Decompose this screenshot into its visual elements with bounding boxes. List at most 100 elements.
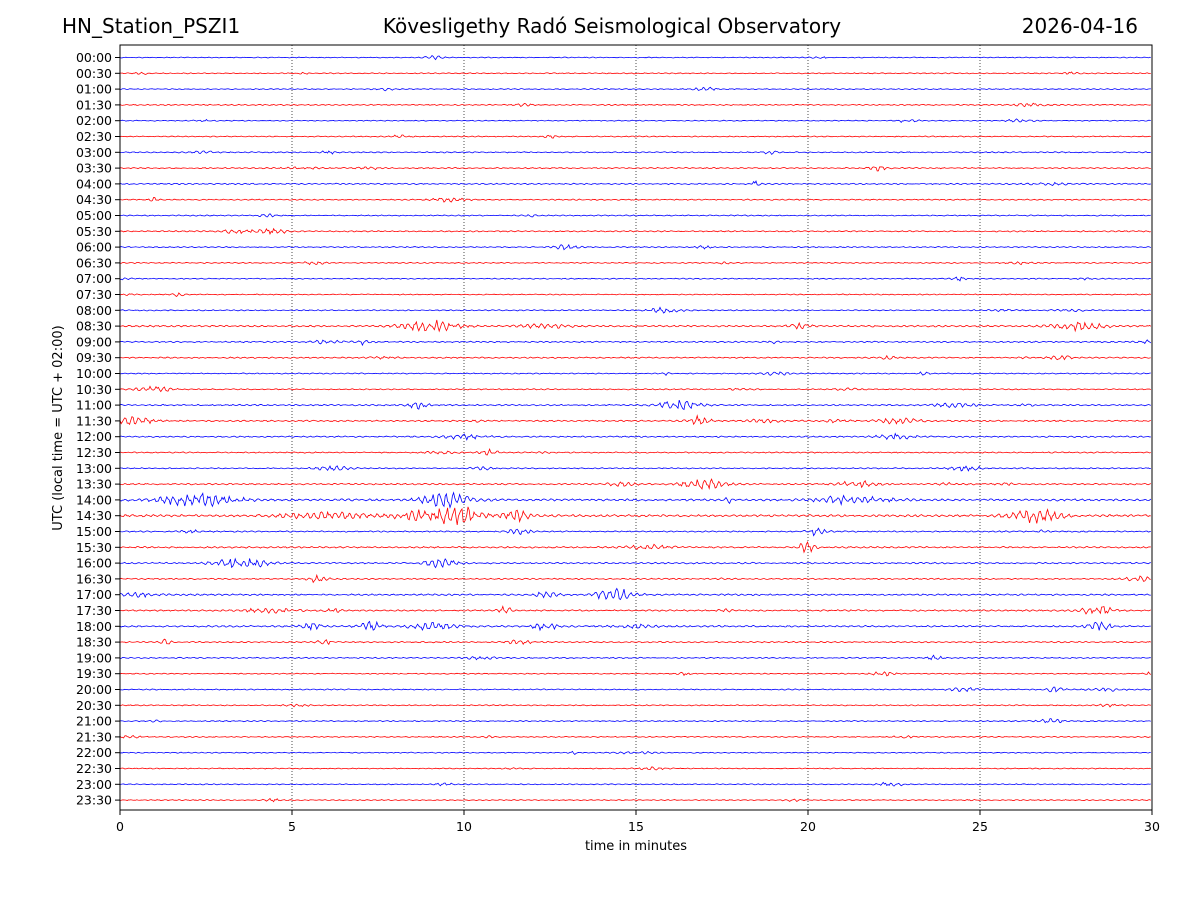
trace-layer bbox=[119, 54, 1152, 803]
row-label: 05:00 bbox=[76, 208, 112, 223]
row-label: 01:00 bbox=[76, 82, 112, 97]
trace-line bbox=[119, 306, 1151, 314]
trace-line bbox=[119, 686, 1151, 693]
trace-line bbox=[119, 654, 1151, 661]
row-label: 06:00 bbox=[76, 240, 112, 255]
trace-line bbox=[119, 414, 1151, 426]
row-label: 18:00 bbox=[76, 619, 112, 634]
trace-line bbox=[119, 448, 1151, 456]
row-label: 14:00 bbox=[76, 492, 112, 507]
row-label: 03:00 bbox=[76, 145, 112, 160]
trace-line bbox=[119, 750, 1151, 756]
trace-line bbox=[119, 134, 1151, 139]
row-label: 09:00 bbox=[76, 334, 112, 349]
trace-line bbox=[119, 527, 1151, 537]
row-label: 22:00 bbox=[76, 745, 112, 760]
y-axis-title: UTC (local time = UTC + 02:00) bbox=[51, 325, 66, 530]
trace-line bbox=[119, 605, 1151, 615]
trace-line bbox=[119, 371, 1151, 377]
row-label: 08:30 bbox=[76, 319, 112, 334]
row-label: 18:30 bbox=[76, 635, 112, 650]
row-label: 00:30 bbox=[76, 66, 112, 81]
trace-line bbox=[119, 506, 1151, 525]
trace-line bbox=[119, 71, 1151, 75]
trace-line bbox=[119, 638, 1151, 646]
row-label: 12:00 bbox=[76, 429, 112, 444]
row-label: 16:30 bbox=[76, 571, 112, 586]
trace-line bbox=[119, 54, 1151, 61]
row-label: 23:00 bbox=[76, 777, 112, 792]
trace-line bbox=[119, 671, 1152, 677]
trace-line bbox=[119, 86, 1151, 92]
row-label: 13:30 bbox=[76, 477, 112, 492]
trace-line bbox=[119, 276, 1151, 282]
row-label: 03:30 bbox=[76, 161, 112, 176]
trace-line bbox=[119, 766, 1151, 771]
trace-line bbox=[119, 385, 1151, 393]
trace-line bbox=[119, 735, 1151, 739]
trace-line bbox=[119, 166, 1151, 172]
row-label: 20:30 bbox=[76, 698, 112, 713]
trace-line bbox=[119, 557, 1151, 569]
row-label: 12:30 bbox=[76, 445, 112, 460]
x-tick-label: 5 bbox=[288, 819, 296, 834]
row-label: 05:30 bbox=[76, 224, 112, 239]
row-label: 21:00 bbox=[76, 714, 112, 729]
row-label-layer: 00:0000:3001:0001:3002:0002:3003:0003:30… bbox=[76, 50, 120, 808]
x-tick-label: 30 bbox=[1144, 819, 1160, 834]
trace-line bbox=[119, 261, 1151, 266]
row-label: 07:00 bbox=[76, 271, 112, 286]
row-label: 01:30 bbox=[76, 97, 112, 112]
row-label: 20:00 bbox=[76, 682, 112, 697]
trace-line bbox=[119, 718, 1151, 724]
trace-line bbox=[119, 573, 1151, 584]
row-label: 19:30 bbox=[76, 666, 112, 681]
trace-line bbox=[119, 319, 1152, 333]
row-label: 02:00 bbox=[76, 113, 112, 128]
x-tick-label: 10 bbox=[456, 819, 472, 834]
trace-line bbox=[119, 150, 1151, 155]
row-label: 07:30 bbox=[76, 287, 112, 302]
row-label: 13:00 bbox=[76, 461, 112, 476]
row-label: 10:00 bbox=[76, 366, 112, 381]
row-label: 14:30 bbox=[76, 508, 112, 523]
trace-line bbox=[119, 399, 1151, 411]
trace-line bbox=[119, 620, 1151, 632]
trace-line bbox=[119, 118, 1151, 123]
trace-line bbox=[119, 197, 1151, 203]
trace-line bbox=[119, 432, 1151, 441]
trace-line bbox=[119, 243, 1151, 251]
row-label: 15:00 bbox=[76, 524, 112, 539]
trace-line bbox=[119, 292, 1151, 297]
trace-line bbox=[119, 354, 1151, 361]
x-tick-label: 25 bbox=[972, 819, 988, 834]
trace-line bbox=[119, 781, 1151, 787]
row-label: 22:30 bbox=[76, 761, 112, 776]
row-label: 23:30 bbox=[76, 793, 112, 808]
row-label: 17:30 bbox=[76, 603, 112, 618]
trace-line bbox=[119, 703, 1151, 708]
row-label: 15:30 bbox=[76, 540, 112, 555]
row-label: 04:30 bbox=[76, 192, 112, 207]
trace-line bbox=[119, 180, 1151, 186]
trace-line bbox=[119, 102, 1151, 108]
x-axis-title: time in minutes bbox=[585, 839, 687, 854]
row-label: 19:00 bbox=[76, 650, 112, 665]
row-label: 08:00 bbox=[76, 303, 112, 318]
trace-line bbox=[119, 491, 1152, 509]
row-label: 10:30 bbox=[76, 382, 112, 397]
x-tick-label: 0 bbox=[116, 819, 124, 834]
row-label: 11:30 bbox=[76, 413, 112, 428]
row-label: 11:00 bbox=[76, 398, 112, 413]
observatory-title: Kövesligethy Radó Seismological Observat… bbox=[382, 14, 842, 38]
x-tick-label: 15 bbox=[628, 819, 644, 834]
trace-line bbox=[119, 465, 1151, 472]
row-label: 04:00 bbox=[76, 176, 112, 191]
trace-line bbox=[119, 587, 1151, 601]
trace-line bbox=[119, 540, 1151, 554]
x-tick-label: 20 bbox=[800, 819, 816, 834]
grid-layer bbox=[291, 45, 981, 810]
trace-line bbox=[119, 797, 1151, 803]
trace-line bbox=[119, 339, 1152, 347]
